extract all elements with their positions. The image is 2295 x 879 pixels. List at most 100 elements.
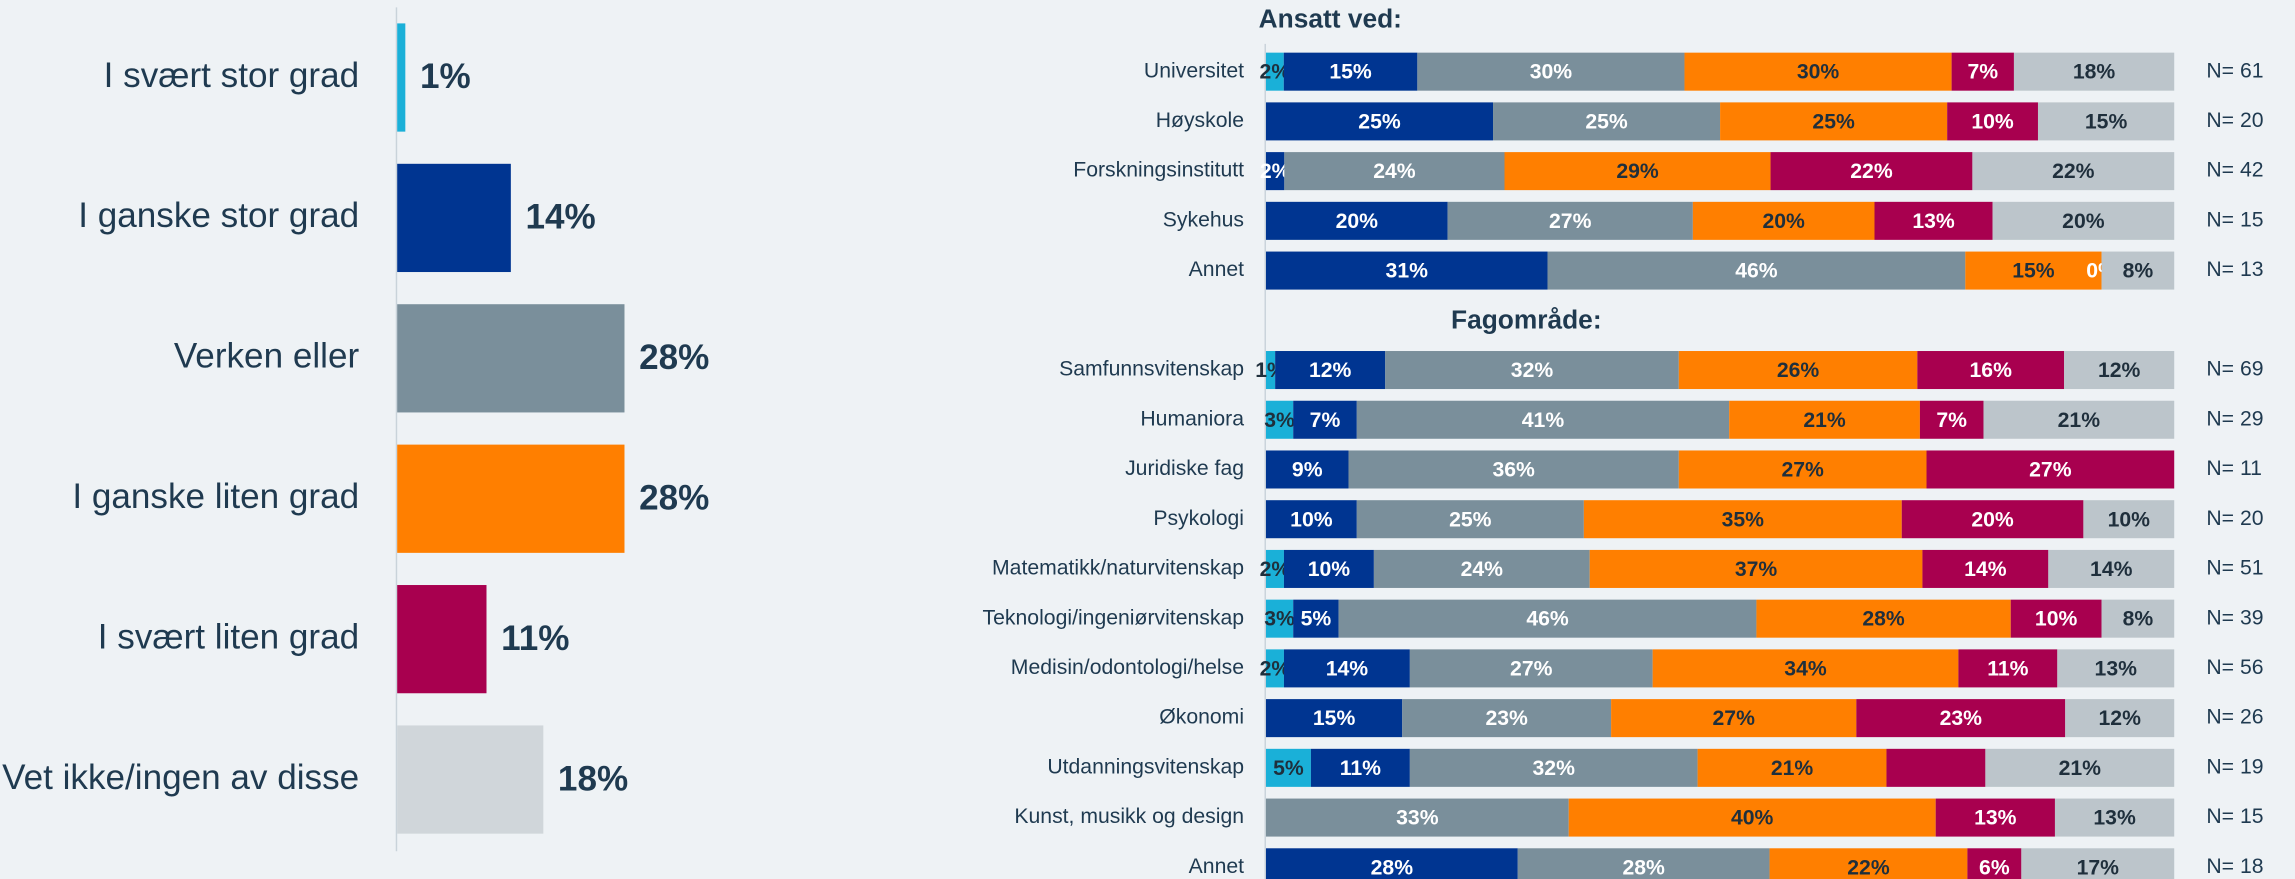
segment-label: 29% [1616, 160, 1659, 183]
segment-label: 8% [2123, 260, 2154, 283]
category-label: Vet ikke/ingen av disse [2, 758, 359, 797]
segment-label: 37% [1735, 558, 1778, 581]
bar-segment [2013, 52, 2175, 91]
value-label: 18% [558, 759, 628, 798]
category-label: Medisin/odontologi/helse [1011, 656, 1244, 679]
bar-segment [1265, 848, 1518, 879]
bar-segment [1697, 748, 1887, 787]
segment-label: 22% [1847, 856, 1890, 879]
bar-segment [1265, 102, 1494, 141]
value-label: 11% [501, 619, 569, 658]
segment-label: 23% [1940, 707, 1983, 730]
segment-label: 26% [1777, 359, 1820, 382]
segment-label: 5% [1273, 757, 1304, 780]
bar-segment [1874, 201, 1993, 240]
bar-segment [1678, 351, 1918, 390]
segment-label: 32% [1533, 757, 1576, 780]
segment-label: 25% [1449, 508, 1492, 531]
n-label: N= 15 [2206, 208, 2263, 231]
bar-segment [2064, 351, 2175, 390]
bar-segment [1517, 848, 1770, 879]
segment-label: 25% [1358, 110, 1401, 133]
bar-segment [1348, 450, 1679, 489]
segment-label: 11% [1987, 657, 2028, 680]
category-label: Humaniora [1140, 407, 1244, 430]
bar-segment [2021, 848, 2175, 879]
segment-label: 15% [1329, 61, 1372, 84]
bar-segment [1992, 201, 2175, 240]
segment-label: 33% [1396, 807, 1439, 830]
n-label: N= 39 [2206, 606, 2263, 629]
segment-label: 14% [2090, 558, 2133, 581]
segment-label: 46% [1526, 608, 1569, 631]
n-label: N= 56 [2206, 656, 2263, 679]
segment-label: 12% [1309, 359, 1352, 382]
n-label: N= 19 [2206, 755, 2263, 778]
bar-segment [2083, 500, 2175, 539]
bar-segment [1283, 52, 1418, 91]
bar-segment [1373, 549, 1590, 588]
segment-label: 15% [2012, 260, 2055, 283]
n-label: N= 15 [2206, 805, 2263, 828]
bar-segment [1972, 152, 2175, 191]
segment-label: 30% [1530, 61, 1573, 84]
category-label: Psykologi [1153, 507, 1244, 530]
segment-label: 16% [1970, 359, 2013, 382]
category-label: Samfunnsvitenskap [1059, 358, 1244, 381]
segment-label: 14% [1964, 558, 2007, 581]
category-label: Annet [1189, 855, 1244, 878]
bar-segment [1589, 549, 1923, 588]
category-label: Annet [1189, 258, 1244, 281]
segment-label: 8% [2123, 608, 2154, 631]
segment-label: 23% [1485, 707, 1528, 730]
bar-segment [1265, 748, 1311, 787]
bar [397, 304, 625, 413]
bar-segment [1283, 649, 1410, 688]
bar-segment [1985, 748, 2175, 787]
segment-label: 25% [1585, 110, 1628, 133]
bar-segment [1901, 500, 2084, 539]
segment-label: 10% [1308, 558, 1351, 581]
segment-label: 20% [2062, 210, 2105, 233]
segment-label: 10% [2035, 608, 2078, 631]
segment-label: 10% [2108, 508, 2151, 531]
segment-label: 20% [1971, 508, 2014, 531]
bar-segment [1652, 649, 1959, 688]
segment-label: 22% [2052, 160, 2095, 183]
segment-label: 34% [1784, 657, 1827, 680]
bar-segment [1310, 748, 1410, 787]
segment-label: 12% [2098, 359, 2141, 382]
n-label: N= 29 [2206, 407, 2263, 430]
segment-label: 7% [1936, 409, 1967, 432]
n-label: N= 69 [2206, 358, 2263, 381]
bar-segment [1409, 748, 1698, 787]
bar [397, 163, 511, 273]
bar-segment [1756, 599, 2011, 638]
category-label: Økonomi [1159, 706, 1244, 729]
bar [397, 23, 406, 132]
bar-segment [1265, 599, 1294, 638]
segment-label: 2% [1260, 657, 1291, 680]
segment-label: 11% [1340, 757, 1381, 780]
bar-segment [1409, 649, 1653, 688]
bar-segment [1886, 748, 1986, 787]
bar-segment [1729, 400, 1920, 439]
bar-segment [1417, 52, 1685, 91]
bar-segment [1769, 848, 1968, 879]
category-label: I svært stor grad [104, 56, 359, 95]
segment-label: 15% [2085, 110, 2128, 133]
segment-label: 5% [1301, 608, 1332, 631]
n-label: N= 42 [2206, 159, 2263, 182]
bar-segment [1919, 400, 1984, 439]
bar-segment [1356, 500, 1584, 539]
bar-segment [1283, 549, 1374, 588]
bar-segment [1265, 351, 1276, 390]
bar-segment [1684, 52, 1952, 91]
n-label: N= 20 [2206, 507, 2263, 530]
category-label: Verken eller [174, 337, 360, 376]
bar-segment [2101, 251, 2175, 290]
category-label: Forskningsinstitutt [1073, 159, 1244, 182]
bar-segment [1385, 351, 1679, 390]
bar-segment [1958, 649, 2058, 688]
